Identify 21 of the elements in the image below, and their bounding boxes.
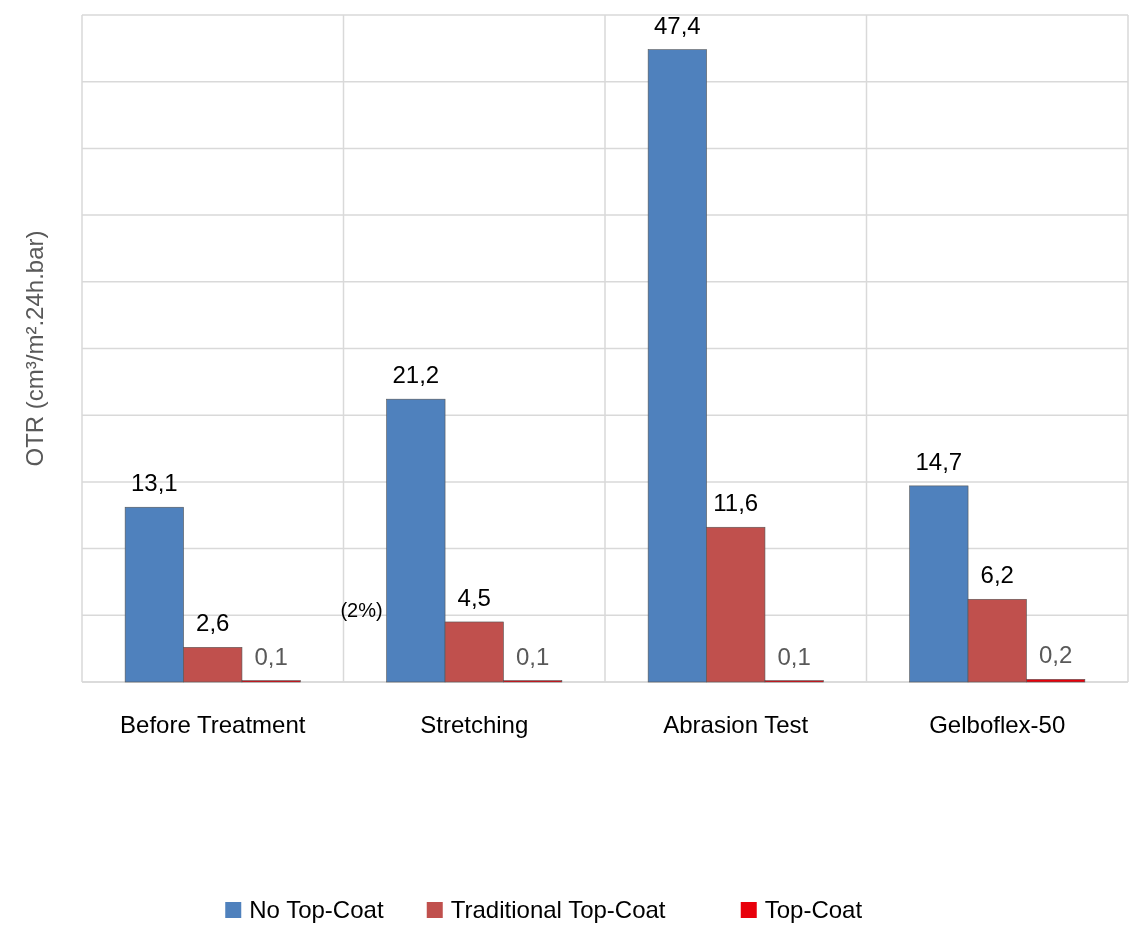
- data-label: 4,5: [457, 583, 491, 611]
- data-label: 0,2: [1038, 641, 1073, 669]
- y-axis-title: OTR (cm³/m².24h.bar): [21, 230, 48, 467]
- data-label: 14,7: [915, 447, 963, 475]
- data-label: 0,1: [254, 642, 288, 670]
- x-tick-label: Abrasion Test: [663, 711, 809, 738]
- legend-label: Top-Coat: [764, 896, 863, 923]
- data-label: 13,1: [130, 469, 178, 497]
- data-label: 6,2: [980, 561, 1014, 589]
- data-label: 0,1: [515, 642, 550, 670]
- data-label: 2,6: [196, 609, 230, 637]
- legend-label: Traditional Top-Coat: [450, 896, 666, 923]
- data-label: 0,1: [777, 642, 811, 670]
- data-label: 21,2: [392, 361, 440, 389]
- x-tick-label: Gelboflex-50: [929, 711, 1066, 738]
- x-tick-label: Before Treatment: [120, 711, 306, 738]
- x-tick-label: Stretching: [420, 711, 529, 738]
- legend-label: No Top-Coat: [249, 896, 384, 923]
- data-label: 11,6: [713, 489, 759, 517]
- annotation: (2%): [340, 599, 383, 621]
- data-label: 47,4: [653, 11, 701, 39]
